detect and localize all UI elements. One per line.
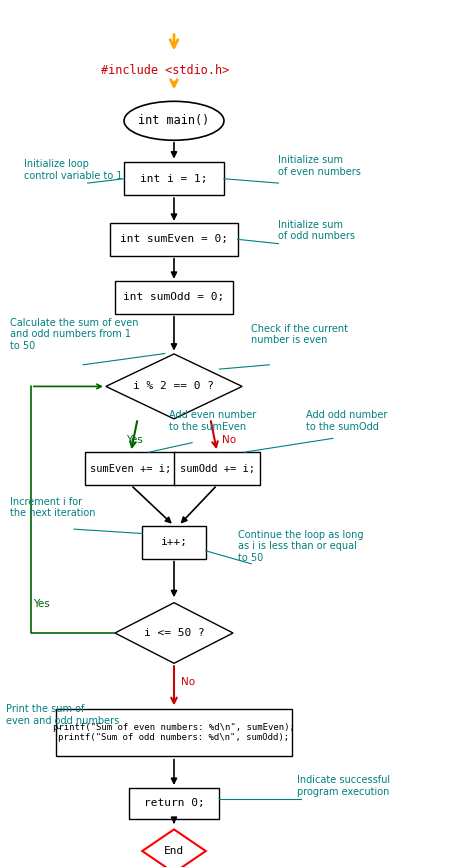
Text: Add odd number
to the sumOdd: Add odd number to the sumOdd [306,411,387,431]
Text: #include <stdio.h>: #include <stdio.h> [101,64,229,77]
Text: Increment i for
the next iteration: Increment i for the next iteration [11,496,96,518]
Text: Initialize loop
control variable to 1: Initialize loop control variable to 1 [24,160,122,181]
Text: No: No [222,435,236,444]
Text: Indicate successful
program execution: Indicate successful program execution [297,775,390,797]
Text: int i = 1;: int i = 1; [140,174,208,184]
FancyBboxPatch shape [142,526,206,559]
Text: int main(): int main() [138,115,210,128]
FancyBboxPatch shape [115,281,233,313]
Text: End: End [164,846,184,856]
Text: printf("Sum of even numbers: %d\n", sumEven);
printf("Sum of odd numbers: %d\n",: printf("Sum of even numbers: %d\n", sumE… [53,723,295,742]
Text: Check if the current
number is even: Check if the current number is even [251,324,348,345]
Text: i++;: i++; [160,537,187,547]
Text: i % 2 == 0 ?: i % 2 == 0 ? [133,381,214,391]
Text: Calculate the sum of even
and odd numbers from 1
to 50: Calculate the sum of even and odd number… [11,318,139,351]
Text: i <= 50 ?: i <= 50 ? [143,628,204,638]
Text: Yes: Yes [126,435,143,444]
Text: sumEven += i;: sumEven += i; [90,464,171,474]
FancyBboxPatch shape [111,223,238,256]
Text: Print the sum of
even and odd numbers: Print the sum of even and odd numbers [6,705,119,726]
Polygon shape [115,602,233,663]
FancyBboxPatch shape [128,788,219,819]
Polygon shape [106,354,242,419]
Text: Initialize sum
of even numbers: Initialize sum of even numbers [278,155,361,176]
FancyBboxPatch shape [85,452,176,485]
Text: int sumEven = 0;: int sumEven = 0; [120,234,228,244]
Text: Initialize sum
of odd numbers: Initialize sum of odd numbers [278,220,356,241]
FancyBboxPatch shape [56,708,292,756]
Text: Add even number
to the sumEven: Add even number to the sumEven [170,411,257,431]
Ellipse shape [124,102,224,141]
Text: Continue the loop as long
as i is less than or equal
to 50: Continue the loop as long as i is less t… [238,529,363,563]
Text: return 0;: return 0; [143,799,204,808]
FancyBboxPatch shape [174,452,260,485]
Polygon shape [142,830,206,868]
FancyBboxPatch shape [124,162,224,195]
Text: int sumOdd = 0;: int sumOdd = 0; [123,293,225,302]
Text: sumOdd += i;: sumOdd += i; [180,464,255,474]
Text: No: No [181,677,195,687]
Text: Yes: Yes [33,599,50,609]
